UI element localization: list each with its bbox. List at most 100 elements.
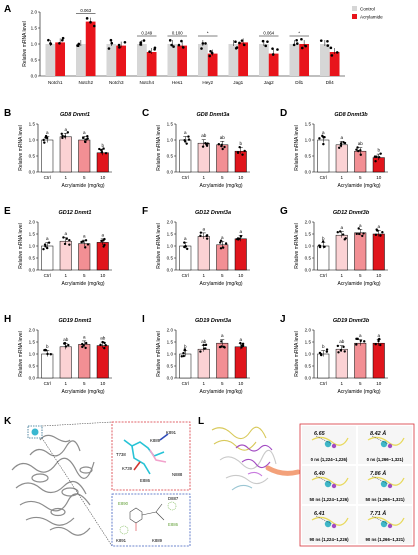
- category-label: 10: [238, 273, 244, 278]
- point: [84, 341, 88, 345]
- sig-letter: b: [377, 148, 380, 153]
- point: [102, 245, 105, 248]
- point: [184, 140, 187, 143]
- residue-label-6: D887: [168, 496, 179, 501]
- ytick-label: 0.0: [29, 170, 36, 175]
- residue-label-8: K891: [116, 538, 127, 543]
- ytick-label: 0.5: [167, 364, 174, 369]
- snapshot-distance: 8.42 Å: [370, 430, 386, 437]
- bar: [372, 342, 385, 379]
- point: [336, 231, 339, 234]
- point: [241, 153, 244, 156]
- snapshot-ligand: [380, 480, 388, 488]
- panel-c-chart: C GD8 Dnmt3a 0.0 0.5 1.0 1.5 Relative mRNA le…: [142, 108, 250, 189]
- point: [182, 351, 185, 355]
- panel-a-point: [172, 45, 175, 48]
- point: [46, 352, 49, 356]
- panel-title: GD12 Dnmt3b: [333, 210, 370, 216]
- point: [199, 350, 202, 353]
- panel-a-point: [200, 47, 203, 50]
- panel-a-point: [153, 48, 156, 51]
- ytick-label: 0.5: [305, 154, 312, 159]
- bar: [179, 139, 192, 173]
- sig-letter: ab: [201, 133, 207, 138]
- panel-a-point: [271, 47, 274, 50]
- point: [223, 145, 226, 149]
- point: [43, 141, 46, 144]
- sig-letter: ab: [100, 336, 106, 341]
- ytick-label: 1.0: [167, 352, 174, 357]
- point: [376, 229, 379, 232]
- ytick-label: 1.5: [167, 232, 174, 237]
- bar: [317, 245, 330, 271]
- ylabel: Relative mRNA level: [156, 331, 162, 377]
- panel-a-ytick-label: 2.0: [31, 10, 38, 15]
- panel-a-point: [89, 20, 92, 24]
- panel-title: GD12 Dnmt1: [58, 210, 91, 216]
- panel-a-point: [180, 39, 183, 43]
- residue-label-0: K891: [166, 430, 177, 435]
- sig-letter: a: [377, 333, 380, 338]
- bar: [197, 348, 210, 379]
- point: [321, 240, 325, 243]
- xlabel: Acrylamide (mg/kg): [337, 281, 380, 287]
- zoom-box: [27, 425, 43, 439]
- xlabel: Acrylamide (mg/kg): [61, 389, 104, 395]
- snapshot-helix: [311, 476, 349, 486]
- snapshot-distance: 6.40: [314, 471, 325, 477]
- point: [63, 342, 67, 345]
- point: [84, 346, 87, 350]
- ytick-label: 2.0: [29, 220, 36, 225]
- snapshot-residue: [331, 523, 337, 529]
- sig-letter: ab: [220, 135, 226, 140]
- panel-a-point: [304, 44, 307, 48]
- ytick-label: 1.0: [29, 244, 36, 249]
- panel-a-category-label: Notch4: [139, 80, 154, 85]
- category-label: Ctrl: [182, 273, 189, 278]
- point: [359, 153, 362, 156]
- panel-a-point: [335, 51, 339, 54]
- snapshot-distance-line: [371, 515, 389, 525]
- ytick-label: 0.5: [305, 256, 312, 261]
- protein-cartoon: [11, 434, 95, 536]
- panel-a-point: [208, 54, 212, 58]
- point: [220, 345, 223, 348]
- category-label: Ctrl: [182, 381, 189, 386]
- point: [99, 343, 102, 347]
- ytick-label: 1.5: [29, 340, 36, 345]
- panel-title: GD19 Dnmt3a: [195, 318, 231, 324]
- category-label: 10: [238, 381, 244, 386]
- panel-a-point: [266, 40, 269, 43]
- bar: [234, 238, 247, 271]
- panel-a-bar: [329, 52, 340, 76]
- sig-letter: a: [184, 130, 187, 135]
- category-label: 10: [100, 175, 106, 180]
- category-label: 5: [83, 273, 86, 278]
- bar: [197, 236, 210, 271]
- point: [42, 247, 45, 251]
- sig-letter: a: [46, 236, 49, 241]
- panel-j-chart: J GD19 Dnmt3b 0.0 0.5 1.0 1.5 2.0 Relative mRN…: [280, 314, 388, 395]
- bar: [234, 150, 247, 173]
- bar: [96, 345, 109, 379]
- category-label: 1: [64, 175, 67, 180]
- panel-a-bar: [197, 44, 208, 76]
- ylabel: Relative mRNA level: [18, 331, 24, 377]
- panel-title: GD19 Dnmt1: [58, 318, 91, 324]
- point: [202, 343, 205, 347]
- panel-a-point: [295, 42, 299, 45]
- panel-a-point: [210, 51, 214, 55]
- point: [80, 240, 83, 244]
- ytick-label: 0.5: [167, 256, 174, 261]
- xlabel: Acrylamide (mg/kg): [61, 183, 104, 189]
- ytick-label: 1.0: [305, 244, 312, 249]
- point: [63, 242, 67, 246]
- point: [205, 237, 209, 240]
- point: [47, 241, 51, 244]
- zoom-panel-2d: [111, 493, 191, 547]
- panel-a-point: [92, 24, 96, 28]
- ytick-label: 0.0: [305, 376, 312, 381]
- point: [374, 342, 377, 346]
- point: [67, 343, 70, 347]
